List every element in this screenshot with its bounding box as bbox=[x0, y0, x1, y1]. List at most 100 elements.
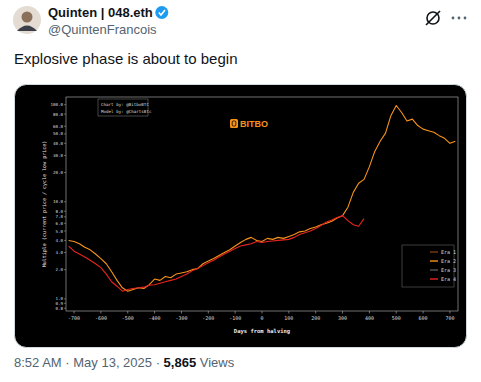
avatar[interactable] bbox=[13, 6, 41, 34]
x-tick-label: 600 bbox=[419, 315, 428, 321]
x-tick-label: 100 bbox=[284, 315, 293, 321]
verified-check bbox=[159, 10, 165, 15]
x-tick bbox=[208, 311, 209, 314]
x-tick-label: 200 bbox=[311, 315, 320, 321]
x-tick-label: 300 bbox=[338, 315, 347, 321]
x-tick bbox=[100, 311, 101, 314]
separator: · bbox=[62, 355, 74, 370]
credit-chart: Chart by: @BitboBTC bbox=[101, 102, 149, 107]
y-tick-label: 8.0 bbox=[55, 209, 63, 214]
y-tick bbox=[64, 231, 66, 232]
y-tick-label: 4.0 bbox=[55, 238, 63, 243]
x-tick bbox=[262, 311, 263, 314]
x-tick-label: 500 bbox=[392, 315, 401, 321]
y-tick-label: 5.0 bbox=[55, 229, 63, 234]
x-tick bbox=[154, 311, 155, 314]
x-tick bbox=[288, 311, 289, 314]
logo-icon bbox=[230, 119, 238, 128]
legend-label: Era 2 bbox=[441, 258, 456, 264]
x-tick bbox=[423, 311, 424, 314]
legend-label: Era 1 bbox=[441, 249, 456, 255]
credits: Chart by: @BitboBTC Model by: @ChartsBtc bbox=[98, 99, 152, 116]
x-tick-label: -100 bbox=[229, 315, 241, 321]
time: 8:52 AM bbox=[14, 355, 62, 370]
y-tick-label: 3.0 bbox=[55, 250, 63, 255]
x-tick-label: 400 bbox=[365, 315, 374, 321]
y-tick-label: 30.0 bbox=[53, 153, 64, 158]
y-tick-label: 7.0 bbox=[55, 214, 63, 219]
x-tick-label: -400 bbox=[149, 315, 161, 321]
x-tick-label: 0 bbox=[260, 315, 263, 321]
logo-icon-inner bbox=[232, 121, 236, 126]
grok-ring bbox=[427, 12, 439, 24]
more-dot bbox=[452, 17, 455, 20]
tweet-text: Explosive phase is about to begin bbox=[14, 50, 237, 67]
legend-label: Era 4 bbox=[441, 276, 456, 282]
author-name[interactable]: Quinten | 048.eth bbox=[48, 5, 153, 20]
legend-swatch bbox=[430, 260, 438, 261]
y-tick bbox=[64, 143, 66, 144]
y-tick-label: 80.0 bbox=[53, 112, 64, 117]
logo: BITBO bbox=[230, 119, 268, 129]
views-label: Views bbox=[196, 355, 235, 370]
y-tick bbox=[64, 133, 66, 134]
y-tick bbox=[64, 126, 66, 127]
views-count: 5,865 bbox=[164, 355, 197, 370]
legend: Era 1 Era 2 Era 3 Era 4 bbox=[402, 245, 456, 287]
y-tick-label: 0.9 bbox=[55, 301, 63, 306]
y-tick bbox=[64, 308, 66, 309]
date: May 13, 2025 bbox=[73, 355, 152, 370]
plot-area bbox=[66, 97, 455, 291]
x-tick bbox=[127, 311, 128, 314]
y-tick-label: 6.0 bbox=[55, 221, 63, 226]
y-tick-label: 10.0 bbox=[53, 199, 64, 204]
x-tick bbox=[74, 311, 75, 314]
credit-model: Model by: @ChartsBtc bbox=[101, 109, 152, 114]
author-handle[interactable]: @QuintenFrancois bbox=[48, 22, 157, 37]
x-tick bbox=[369, 311, 370, 314]
legend-swatch bbox=[430, 269, 438, 270]
y-tick bbox=[64, 201, 66, 202]
avatar-body bbox=[17, 26, 37, 32]
y-tick bbox=[64, 269, 66, 270]
y-tick bbox=[64, 303, 66, 304]
series-line bbox=[69, 216, 364, 292]
tweet-screenshot: Quinten | 048.eth @QuintenFrancois Explosi… bbox=[0, 0, 481, 382]
avatar-bg bbox=[13, 6, 41, 34]
y-tick bbox=[64, 104, 66, 105]
verified-badge bbox=[155, 6, 168, 19]
x-axis-label: Days from halving bbox=[234, 328, 290, 335]
x-tick bbox=[235, 311, 236, 314]
y-tick bbox=[64, 223, 66, 224]
legend-swatch bbox=[430, 278, 438, 279]
separator: · bbox=[152, 355, 164, 370]
grok-slash bbox=[426, 11, 440, 25]
series-line bbox=[69, 106, 456, 292]
more-dot bbox=[464, 17, 467, 20]
more-dot bbox=[458, 17, 461, 20]
y-tick-label: 100.0 bbox=[50, 102, 63, 107]
x-tick bbox=[342, 311, 343, 314]
chart-image[interactable] bbox=[15, 85, 467, 348]
y-tick-label: 60.0 bbox=[53, 124, 64, 129]
more-icon[interactable] bbox=[452, 17, 467, 20]
x-tick bbox=[181, 311, 182, 314]
background bbox=[0, 0, 481, 382]
avatar-head bbox=[22, 12, 33, 23]
y-tick bbox=[64, 172, 66, 173]
grok-icon[interactable] bbox=[426, 11, 440, 25]
y-tick bbox=[64, 252, 66, 253]
x-tick bbox=[396, 311, 397, 314]
y-tick-label: 20.0 bbox=[53, 170, 64, 175]
x-tick-label: -200 bbox=[202, 315, 214, 321]
y-axis-label: Multiple (current price / cycle low pric… bbox=[41, 141, 48, 267]
y-tick bbox=[64, 298, 66, 299]
y-tick-label: 50.0 bbox=[53, 131, 64, 136]
x-tick bbox=[315, 311, 316, 314]
x-tick bbox=[449, 311, 450, 314]
legend-swatch bbox=[430, 251, 438, 252]
legend-label: Era 3 bbox=[441, 267, 456, 273]
x-tick-label: -700 bbox=[68, 315, 80, 321]
y-tick bbox=[64, 211, 66, 212]
y-tick-label: 2.0 bbox=[55, 267, 63, 272]
